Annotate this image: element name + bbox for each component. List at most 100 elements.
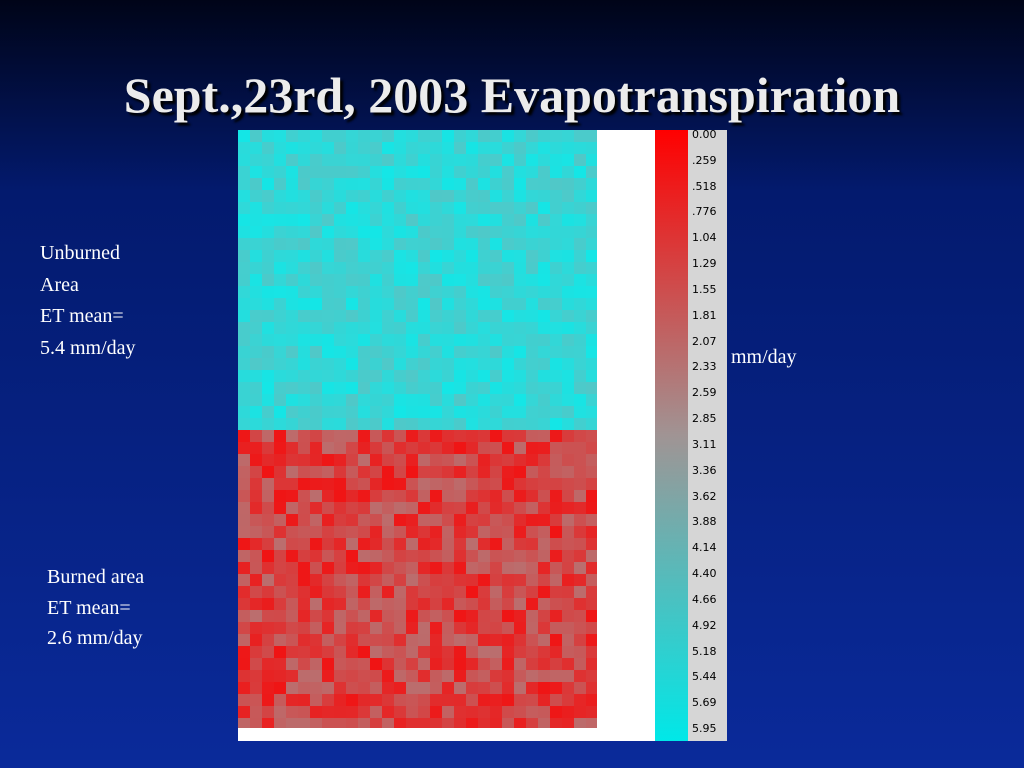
map-cell — [358, 706, 370, 718]
map-cell — [406, 658, 418, 670]
map-cell — [358, 250, 370, 262]
map-cell — [382, 430, 394, 442]
map-cell — [538, 250, 550, 262]
map-cell — [538, 418, 550, 430]
map-cell — [250, 682, 262, 694]
map-cell — [334, 382, 346, 394]
map-cell — [526, 142, 538, 154]
map-cell — [550, 334, 562, 346]
map-cell — [394, 274, 406, 286]
map-cell — [454, 502, 466, 514]
map-cell — [370, 502, 382, 514]
map-cell — [334, 598, 346, 610]
map-cell — [466, 226, 478, 238]
map-cell — [478, 526, 490, 538]
map-cell — [586, 658, 597, 670]
map-cell — [382, 718, 394, 728]
map-cell — [586, 694, 597, 706]
map-cell — [586, 226, 597, 238]
map-cell — [490, 226, 502, 238]
map-cell — [382, 538, 394, 550]
map-cell — [358, 514, 370, 526]
map-cell — [358, 430, 370, 442]
map-cell — [310, 226, 322, 238]
map-cell — [334, 694, 346, 706]
map-cell — [274, 202, 286, 214]
map-cell — [502, 598, 514, 610]
map-cell — [322, 586, 334, 598]
map-cell — [418, 646, 430, 658]
map-cell — [550, 238, 562, 250]
map-cell — [394, 358, 406, 370]
map-cell — [574, 154, 586, 166]
map-cell — [286, 682, 298, 694]
map-cell — [334, 346, 346, 358]
map-cell — [394, 646, 406, 658]
map-cell — [538, 670, 550, 682]
map-cell — [454, 526, 466, 538]
map-cell — [490, 238, 502, 250]
map-cell — [346, 214, 358, 226]
map-cell — [442, 406, 454, 418]
map-cell — [274, 262, 286, 274]
map-cell — [502, 274, 514, 286]
map-cell — [322, 670, 334, 682]
map-cell — [454, 346, 466, 358]
map-cell — [478, 298, 490, 310]
map-cell — [550, 718, 562, 728]
colorbar-tick-label: 3.62 — [692, 489, 717, 503]
map-cell — [430, 454, 442, 466]
map-cell — [502, 286, 514, 298]
map-cell — [370, 274, 382, 286]
map-cell — [250, 646, 262, 658]
map-cell — [454, 382, 466, 394]
map-cell — [478, 214, 490, 226]
map-cell — [250, 586, 262, 598]
map-cell — [334, 682, 346, 694]
map-cell — [586, 430, 597, 442]
map-cell — [574, 442, 586, 454]
map-cell — [274, 550, 286, 562]
map-cell — [406, 346, 418, 358]
map-cell — [490, 442, 502, 454]
map-cell — [238, 214, 250, 226]
map-cell — [262, 154, 274, 166]
map-cell — [430, 130, 442, 142]
map-cell — [574, 454, 586, 466]
map-cell — [394, 202, 406, 214]
map-cell — [334, 670, 346, 682]
map-cell — [382, 394, 394, 406]
map-cell — [322, 442, 334, 454]
map-cell — [478, 382, 490, 394]
map-cell — [370, 346, 382, 358]
map-cell — [322, 394, 334, 406]
map-cell — [346, 202, 358, 214]
map-cell — [358, 418, 370, 430]
map-cell — [274, 538, 286, 550]
map-cell — [562, 130, 574, 142]
map-cell — [526, 418, 538, 430]
map-cell — [550, 298, 562, 310]
map-cell — [334, 370, 346, 382]
map-cell — [442, 490, 454, 502]
map-cell — [358, 310, 370, 322]
map-cell — [382, 382, 394, 394]
map-cell — [382, 706, 394, 718]
map-cell — [502, 646, 514, 658]
map-cell — [526, 178, 538, 190]
map-cell — [586, 202, 597, 214]
map-cell — [478, 394, 490, 406]
map-cell — [442, 430, 454, 442]
map-cell — [418, 538, 430, 550]
map-cell — [370, 598, 382, 610]
map-cell — [394, 586, 406, 598]
unburned-annotation: Unburned — [40, 242, 120, 264]
map-cell — [478, 490, 490, 502]
map-cell — [430, 622, 442, 634]
map-cell — [334, 514, 346, 526]
map-cell — [346, 418, 358, 430]
map-cell — [454, 154, 466, 166]
map-cell — [514, 166, 526, 178]
map-cell — [394, 286, 406, 298]
map-cell — [562, 286, 574, 298]
